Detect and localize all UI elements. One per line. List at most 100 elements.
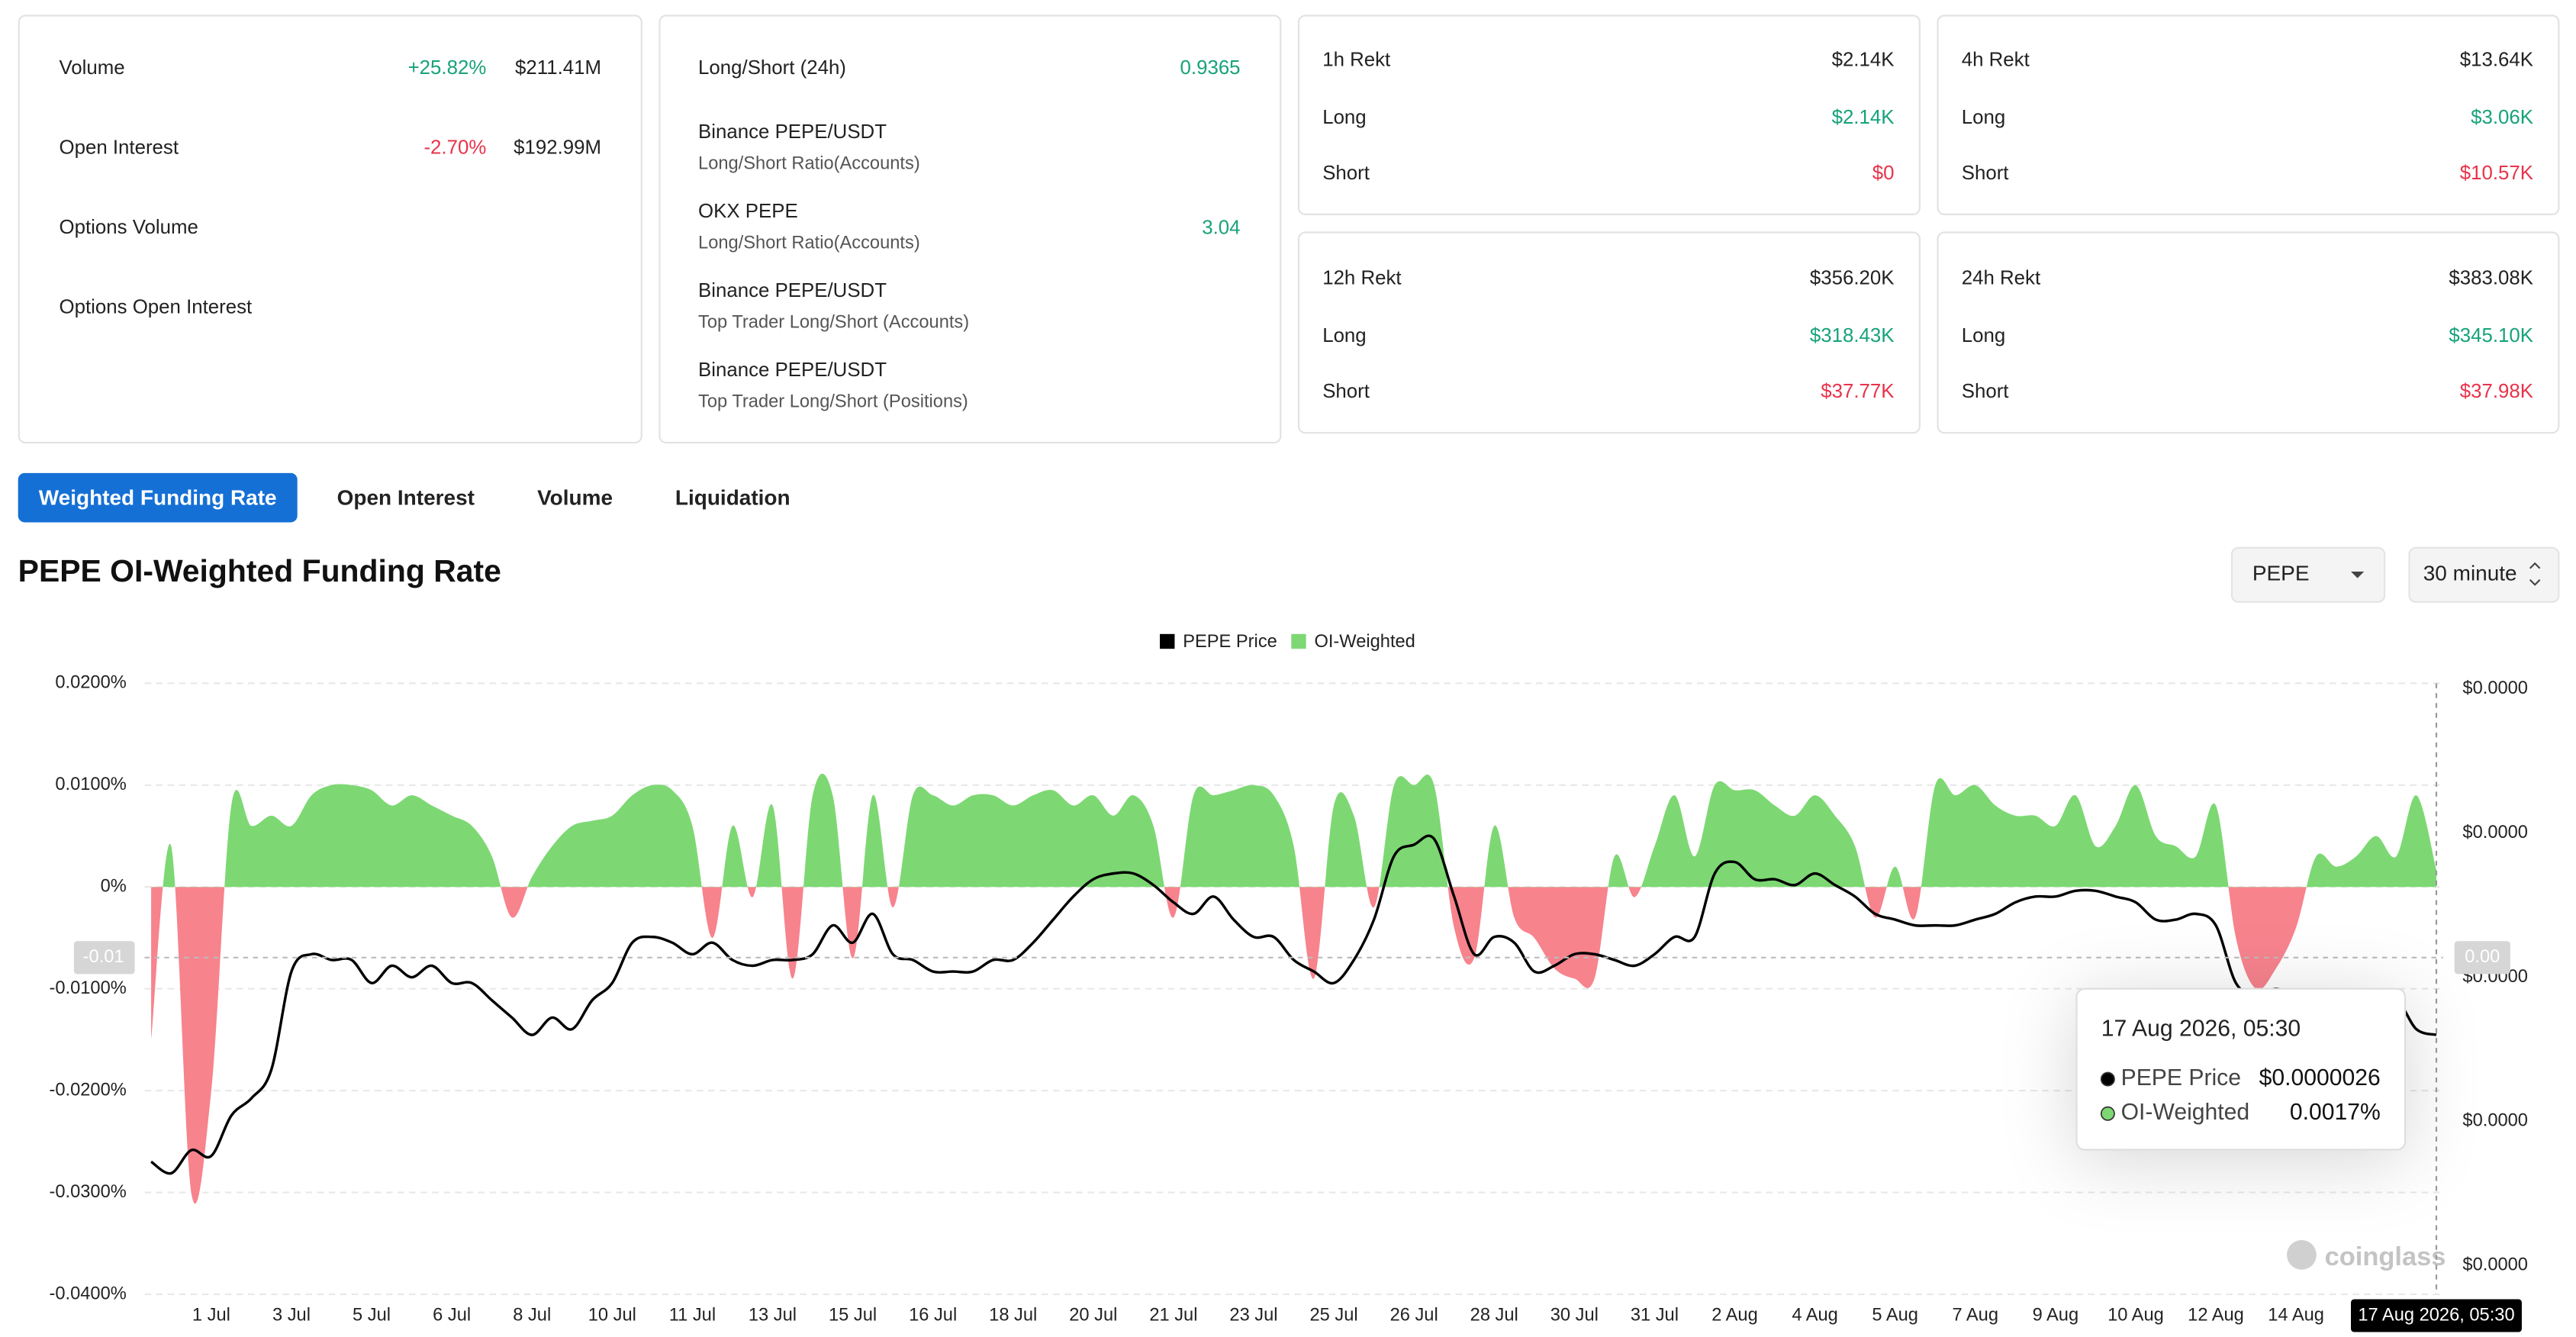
stat-change: +25.82% <box>408 57 487 79</box>
x-tick-label: 5 Aug <box>1872 1305 1918 1325</box>
legend: PEPE Price OI-Weighted <box>1160 632 1415 652</box>
rekt-row-label: Short <box>1322 163 1370 184</box>
tab[interactable] <box>312 472 500 523</box>
rekt-row-value: $10.57K <box>2460 163 2533 184</box>
ratio-metric: Top Trader Long/Short (Accounts) <box>698 312 969 332</box>
x-tick-label: 21 Jul <box>1149 1305 1197 1325</box>
x-tick-label: 23 Jul <box>1229 1305 1277 1325</box>
rekt-total: $2.14K <box>1832 49 1895 70</box>
rekt-row-label: Short <box>1322 381 1370 402</box>
tooltip-dot <box>2100 1071 2115 1087</box>
rekt-total: $356.20K <box>1810 268 1895 289</box>
stat-label: Options Open Interest <box>60 296 253 317</box>
x-tick-label: 6 Jul <box>433 1305 471 1325</box>
tooltip-box <box>2075 987 2407 1151</box>
rekt-card <box>1937 14 2560 215</box>
rekt-title: 24h Rekt <box>1962 268 2040 289</box>
tooltip-dot <box>2100 1106 2115 1121</box>
tab-label: Volume <box>537 486 613 510</box>
x-tick-label: 30 Jul <box>1550 1305 1599 1325</box>
symbol-select-value: PEPE <box>2252 562 2310 585</box>
x-tick-label: 9 Aug <box>2033 1305 2079 1325</box>
x-tick-label: 18 Jul <box>989 1305 1037 1325</box>
crosshair-y-label-bg <box>73 941 135 975</box>
tab-label: Liquidation <box>675 486 791 510</box>
stat-label: Volume <box>60 57 125 79</box>
rekt-row-label: Long <box>1322 107 1366 128</box>
legend-swatch <box>1291 633 1306 649</box>
x-tick-label: 20 Jul <box>1069 1305 1117 1325</box>
y-tick-label: 0% <box>101 877 127 897</box>
x-tick-label: 10 Jul <box>588 1305 636 1325</box>
ratio-metric: Top Trader Long/Short (Positions) <box>698 391 968 411</box>
long-short-title: Long/Short (24h) <box>698 57 846 79</box>
x-tick-label: 26 Jul <box>1390 1305 1438 1325</box>
y-tick-label: -0.0100% <box>49 978 126 998</box>
stat-change: -2.70% <box>423 137 486 159</box>
rekt-row-label: Short <box>1962 381 2009 402</box>
rekt-total: $383.08K <box>2449 268 2533 289</box>
x-tick-label: 1 Jul <box>192 1305 230 1325</box>
rekt-row-value: $37.77K <box>1821 381 1894 402</box>
y-tick-label: 0.0200% <box>55 673 126 693</box>
rekt-row-value: $345.10K <box>2449 325 2533 346</box>
crosshair-y2-label: 0.00 <box>2465 947 2500 967</box>
x-tick-label: 25 Jul <box>1310 1305 1358 1325</box>
watermark: coinglass <box>2287 1240 2446 1271</box>
x-tick-label: 12 Aug <box>2188 1305 2244 1325</box>
rekt-row-value: $37.98K <box>2460 381 2533 402</box>
stat-value: $211.41M <box>515 57 601 79</box>
crosshair-x-label-bg <box>2351 1299 2522 1332</box>
stat-label: Options Volume <box>60 217 198 238</box>
y-tick-label: -0.0300% <box>49 1182 126 1202</box>
x-tick-label: 2 Aug <box>1711 1305 1758 1325</box>
stepper-arrows <box>2529 562 2541 586</box>
tooltip-series-name: PEPE Price <box>2121 1065 2241 1091</box>
price-line <box>150 834 2437 1175</box>
tab-label: Weighted Funding Rate <box>39 486 277 510</box>
x-tick-label: 3 Jul <box>272 1305 311 1325</box>
y-tick-label: 0.0100% <box>55 775 126 794</box>
legend-label: PEPE Price <box>1183 632 1277 652</box>
stat-label: Open Interest <box>60 137 179 159</box>
interval-select[interactable] <box>2408 546 2560 603</box>
ratio-value: 3.04 <box>1202 217 1240 239</box>
tooltip-value: 0.0017% <box>2290 1100 2381 1125</box>
tab[interactable] <box>646 472 820 523</box>
tab[interactable] <box>512 472 638 523</box>
x-tick-label: 15 Jul <box>829 1305 877 1325</box>
dropdown-arrow <box>2351 572 2365 578</box>
tab-label: Open Interest <box>337 486 475 510</box>
rekt-row-label: Short <box>1962 163 2009 184</box>
exchange-name: Binance PEPE/USDT <box>698 121 887 143</box>
legend-label: OI-Weighted <box>1314 632 1415 652</box>
stat-value: $192.99M <box>514 137 601 159</box>
y2-tick-label: $0.0000 <box>2462 1255 2528 1275</box>
tooltip-title: 17 Aug 2026, 05:30 <box>2101 1016 2301 1041</box>
x-tick-label: 5 Jul <box>353 1305 391 1325</box>
funding-area <box>151 773 2436 1204</box>
y2-tick-label: $0.0000 <box>2462 1111 2528 1131</box>
legend-swatch <box>1160 633 1175 649</box>
tab[interactable] <box>18 472 298 523</box>
rekt-row-label: Long <box>1322 325 1366 346</box>
rekt-title: 4h Rekt <box>1962 49 2030 70</box>
tooltip-series-name: OI-Weighted <box>2121 1100 2250 1125</box>
symbol-select[interactable] <box>2230 546 2386 603</box>
x-tick-label: 14 Aug <box>2268 1305 2324 1325</box>
watermark-text: coinglass <box>2325 1242 2446 1271</box>
x-tick-label: 31 Jul <box>1631 1305 1679 1325</box>
long-short-card <box>658 14 1282 444</box>
x-tick-label: 10 Aug <box>2107 1305 2164 1325</box>
long-short-value: 0.9365 <box>1180 57 1241 79</box>
rekt-row-value: $0 <box>1872 163 1895 184</box>
y2-tick-label: $0.0000 <box>2462 823 2528 842</box>
rekt-card <box>1297 231 1921 434</box>
x-tick-label: 13 Jul <box>749 1305 797 1325</box>
x-tick-label: 4 Aug <box>1792 1305 1838 1325</box>
y2-tick-label: $0.0000 <box>2462 678 2528 698</box>
rekt-card <box>1297 14 1921 215</box>
chart-title: PEPE OI-Weighted Funding Rate <box>18 553 501 588</box>
tooltip: 17 Aug 2026, 05:30 PEPE Price $0.0000026 OI… <box>2075 987 2407 1151</box>
